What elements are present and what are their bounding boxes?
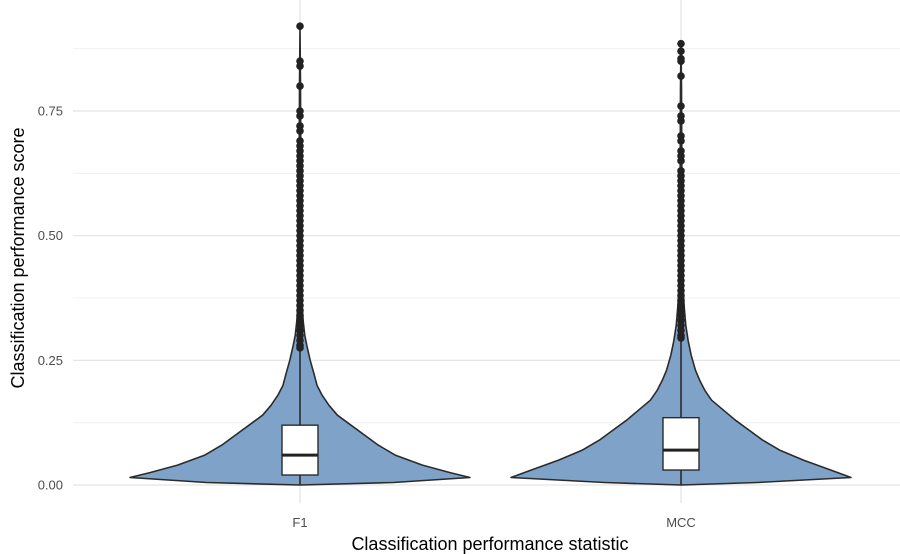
outlier-point [296,127,304,135]
y-tick-label: 0.75 [38,104,63,119]
major-gridlines [73,0,900,503]
iqr-box [662,416,700,471]
y-tick-labels: 0.00 0.25 0.50 0.75 [38,104,63,493]
x-axis-title: Classification performance statistic [351,534,628,554]
outlier-point [677,47,685,55]
y-tick-label: 0.50 [38,228,63,243]
x-tick-label: F1 [292,515,307,530]
outlier-point [677,117,685,125]
violin-f1 [129,22,471,486]
outlier-point [296,344,304,352]
violin-mcc [510,39,852,486]
iqr-box [281,424,319,476]
outlier-point [677,334,685,342]
outlier-point [677,72,685,80]
outlier-point [677,57,685,65]
x-tick-labels: F1 MCC [292,515,695,530]
y-tick-label: 0.00 [38,478,63,493]
y-axis-title: Classification performance score [8,127,28,388]
x-tick-label: MCC [666,515,696,530]
minor-gridlines [73,48,900,424]
violin-layer [129,22,852,486]
outlier-point [677,157,685,165]
outlier-point [296,22,304,31]
outlier-point [677,137,685,145]
y-tick-label: 0.25 [38,353,63,368]
outlier-point [296,112,304,120]
outlier-point [296,82,304,90]
outlier-point [677,39,685,48]
outlier-point [296,62,304,70]
outlier-point [677,102,685,110]
